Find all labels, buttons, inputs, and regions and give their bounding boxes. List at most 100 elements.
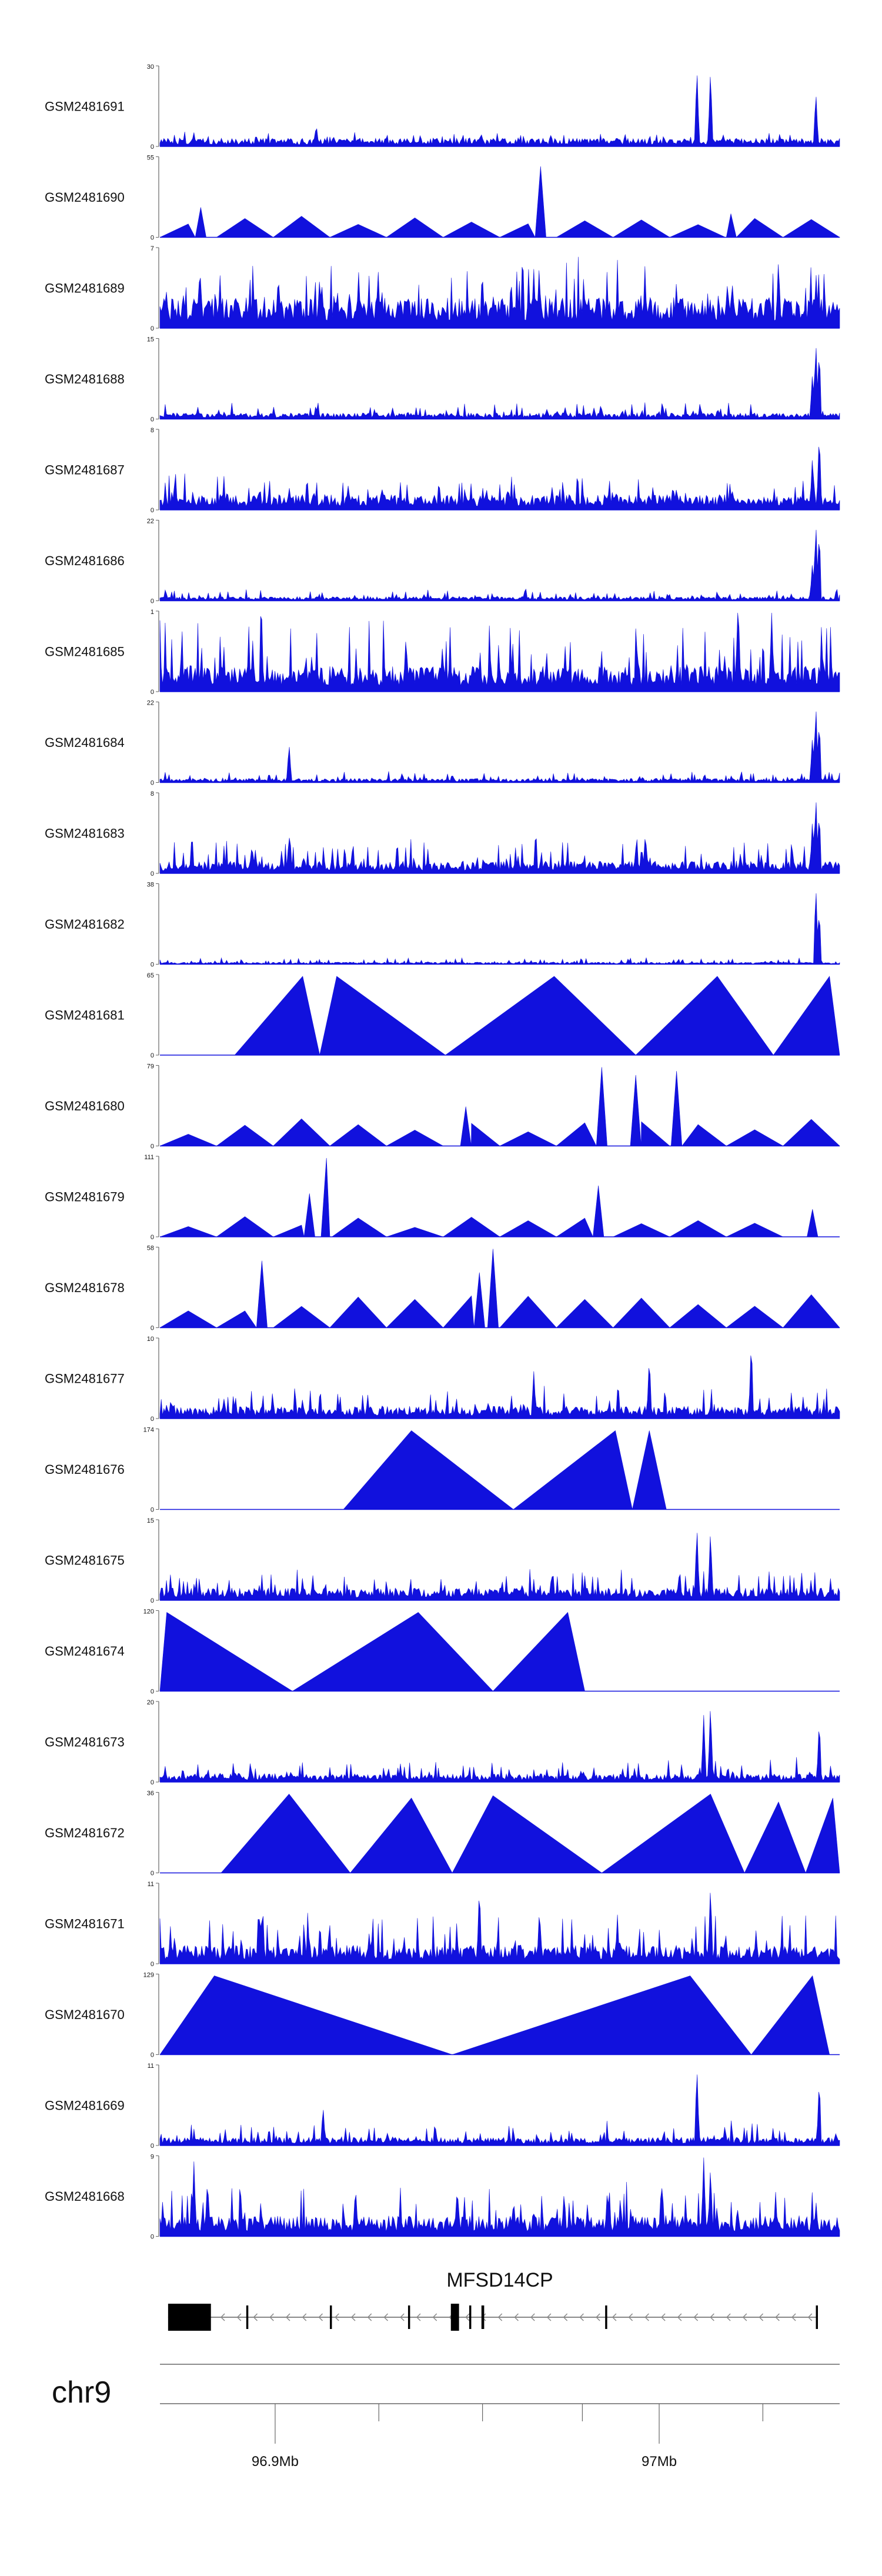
- exon: [246, 2305, 249, 2329]
- y-tick-label-max: 55: [147, 155, 154, 162]
- y-tick-label-max: 38: [147, 882, 154, 889]
- y-tick-label-min: 0: [151, 2143, 154, 2150]
- track-GSM2481671: GSM2481671 11 0: [45, 1881, 840, 1968]
- track-GSM2481676: GSM2481676 174 0: [45, 1427, 840, 1514]
- strand-arrow: [661, 2313, 666, 2321]
- strand-arrow: [710, 2313, 714, 2321]
- track-GSM2481670: GSM2481670 129 0: [45, 1972, 840, 2059]
- y-tick-label-min: 0: [151, 598, 154, 605]
- y-tick-label-min: 0: [151, 1961, 154, 1968]
- track-GSM2481677: GSM2481677 10 0: [45, 1336, 840, 1423]
- track-label: GSM2481681: [45, 1008, 125, 1023]
- strand-arrow: [677, 2313, 682, 2321]
- signal-area: [159, 446, 840, 510]
- track-label: GSM2481668: [45, 2189, 125, 2204]
- signal-area: [159, 75, 840, 147]
- y-tick-label-max: 65: [147, 972, 154, 979]
- track-GSM2481687: GSM2481687 8 0: [45, 427, 840, 514]
- strand-arrow: [759, 2313, 764, 2321]
- y-tick-label-min: 0: [151, 144, 154, 151]
- gene-track: MFSD14CP: [168, 2269, 818, 2331]
- track-label: GSM2481676: [45, 1462, 125, 1477]
- y-tick-label-min: 0: [151, 1689, 154, 1696]
- track-label: GSM2481685: [45, 645, 125, 659]
- strand-arrow: [791, 2313, 796, 2321]
- y-tick-label-min: 0: [151, 1779, 154, 1786]
- strand-arrow: [596, 2313, 600, 2321]
- y-tick-label-min: 0: [151, 1325, 154, 1332]
- strand-arrow: [546, 2313, 552, 2321]
- track-GSM2481680: GSM2481680 79 0: [45, 1063, 840, 1150]
- signal-area: [159, 1355, 840, 1419]
- strand-arrow: [302, 2313, 307, 2321]
- y-tick-label-min: 0: [151, 1416, 154, 1423]
- exon: [330, 2305, 332, 2329]
- signal-area: [159, 2074, 840, 2146]
- track-label: GSM2481674: [45, 1644, 125, 1659]
- strand-arrow: [465, 2313, 470, 2321]
- y-tick-label-min: 0: [151, 325, 154, 332]
- signal-area: [159, 802, 840, 874]
- signal-area: [159, 529, 840, 601]
- track-GSM2481675: GSM2481675 15 0: [45, 1517, 840, 1604]
- track-label: GSM2481682: [45, 917, 125, 932]
- strand-arrow: [775, 2313, 780, 2321]
- gene-model: [168, 2304, 818, 2331]
- signal-area: [343, 1430, 667, 1510]
- strand-arrow: [514, 2313, 519, 2321]
- strand-arrow: [400, 2313, 405, 2321]
- track-GSM2481672: GSM2481672 36 0: [45, 1790, 840, 1877]
- strand-arrow: [693, 2313, 699, 2321]
- y-tick-label-max: 36: [147, 1790, 154, 1797]
- signal-area: [159, 166, 841, 238]
- track-label: GSM2481671: [45, 1917, 125, 1931]
- exon: [450, 2304, 459, 2331]
- track-GSM2481683: GSM2481683 8 0: [45, 790, 840, 877]
- y-tick-label-min: 0: [151, 870, 154, 877]
- exon: [168, 2304, 211, 2331]
- strand-arrow: [236, 2313, 242, 2321]
- exon: [481, 2305, 485, 2329]
- track-GSM2481678: GSM2481678 58 0: [45, 1245, 840, 1332]
- strand-arrow: [383, 2313, 389, 2321]
- track-GSM2481685: GSM2481685 1 0: [45, 609, 840, 696]
- genome-axis: chr9 96.9Mb 97Mb: [52, 2364, 840, 2470]
- track-label: GSM2481679: [45, 1190, 125, 1204]
- strand-arrow: [318, 2313, 323, 2321]
- signal-area: [159, 348, 840, 419]
- track-label: GSM2481677: [45, 1372, 125, 1386]
- y-tick-label-max: 10: [147, 1336, 154, 1343]
- y-tick-label-max: 11: [148, 2063, 154, 2070]
- track-GSM2481679: GSM2481679 111 0: [45, 1154, 840, 1241]
- track-label: GSM2481684: [45, 735, 125, 750]
- y-tick-label-max: 22: [147, 700, 154, 707]
- strand-arrow: [350, 2313, 356, 2321]
- y-tick-label-max: 8: [151, 790, 154, 798]
- major-tick-label: 97Mb: [642, 2454, 677, 2470]
- track-label: GSM2481683: [45, 826, 125, 841]
- strand-arrow: [416, 2313, 421, 2321]
- gene-name-label: MFSD14CP: [446, 2269, 553, 2291]
- y-tick-label-min: 0: [151, 780, 154, 787]
- track-label: GSM2481672: [45, 1826, 125, 1840]
- strand-arrow: [807, 2313, 813, 2321]
- signal-area: [159, 1711, 840, 1783]
- track-GSM2481681: GSM2481681 65 0: [45, 972, 840, 1059]
- signal-area: [159, 1611, 585, 1691]
- signal-tracks: GSM2481691300GSM2481690550GSM248168970GS…: [45, 64, 841, 2241]
- signal-area: [159, 1533, 840, 1601]
- strand-arrow: [285, 2313, 290, 2321]
- y-tick-label-min: 0: [151, 2234, 154, 2241]
- y-tick-label-max: 174: [143, 1427, 154, 1434]
- y-tick-label-max: 111: [144, 1154, 154, 1161]
- track-GSM2481674: GSM2481674 120 0: [45, 1609, 840, 1696]
- track-label: GSM2481688: [45, 372, 125, 386]
- y-tick-label-max: 120: [143, 1609, 154, 1616]
- signal-area: [234, 976, 840, 1056]
- strand-arrow: [497, 2313, 503, 2321]
- signal-area: [159, 1157, 840, 1238]
- y-tick-label-min: 0: [151, 1597, 154, 1604]
- y-tick-label-min: 0: [151, 689, 154, 696]
- exon: [407, 2305, 410, 2329]
